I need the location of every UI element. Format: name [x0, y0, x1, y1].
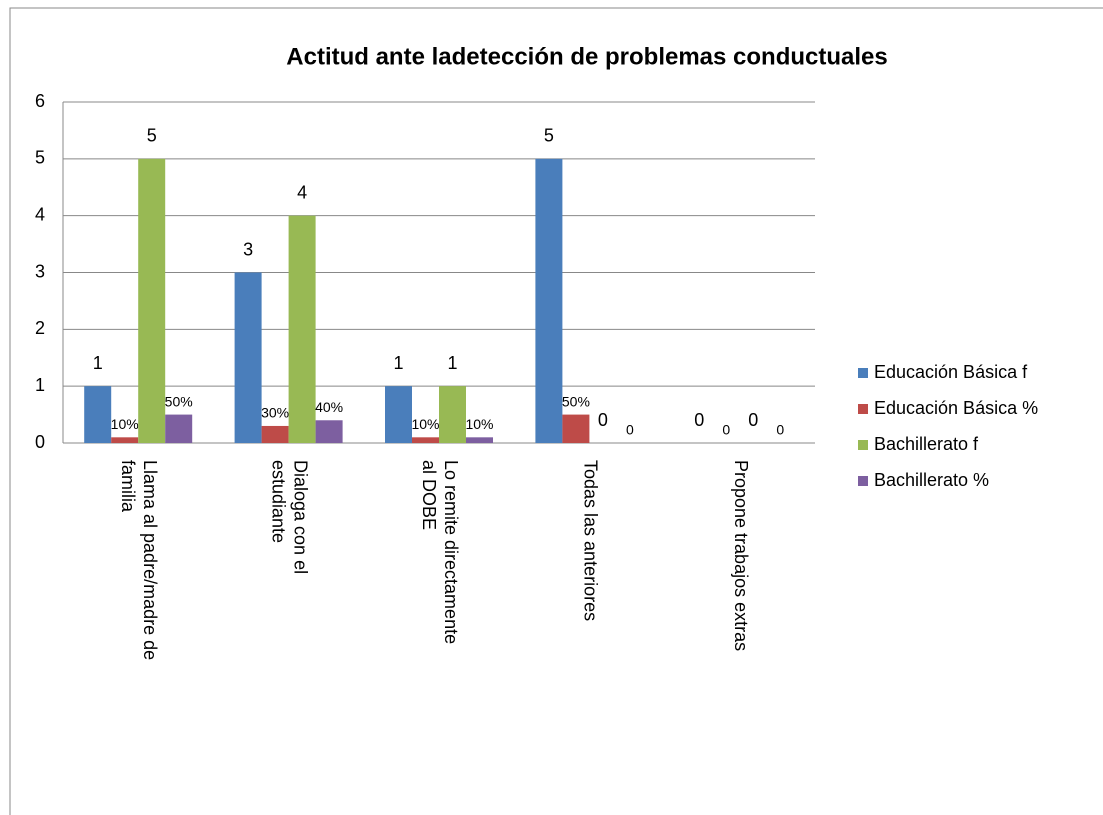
- data-label: 0: [694, 410, 704, 430]
- x-tick-label: Lo remite directamenteal DOBE: [419, 460, 461, 644]
- y-tick-label: 1: [35, 375, 45, 395]
- bar: [466, 437, 493, 443]
- bar: [412, 437, 439, 443]
- x-tick-label: Dialoga con elestudiante: [269, 460, 311, 574]
- bar: [315, 420, 343, 443]
- y-tick-label: 6: [35, 91, 45, 111]
- legend-label: Bachillerato %: [874, 470, 989, 490]
- bar: [261, 425, 289, 443]
- data-label: 5: [544, 126, 554, 146]
- y-tick-label: 2: [35, 318, 45, 338]
- bar: [562, 414, 590, 443]
- data-label: 0: [776, 422, 784, 438]
- y-tick-label: 0: [35, 432, 45, 452]
- legend-label: Educación Básica %: [874, 398, 1038, 418]
- legend-swatch: [858, 440, 868, 450]
- data-label: 1: [93, 353, 103, 373]
- data-label: 50%: [562, 393, 590, 409]
- legend-label: Bachillerato f: [874, 434, 979, 454]
- data-label: 0: [626, 422, 634, 438]
- bar: [288, 215, 316, 443]
- legend-label: Educación Básica f: [874, 362, 1028, 382]
- bar: [385, 386, 412, 443]
- data-label: 0: [598, 410, 608, 430]
- legend-swatch: [858, 476, 868, 486]
- bar: [234, 272, 262, 443]
- bar: [165, 414, 193, 443]
- data-label: 4: [297, 182, 307, 202]
- y-tick-label: 5: [35, 148, 45, 168]
- bar: [535, 158, 563, 444]
- data-label: 0: [748, 410, 758, 430]
- data-label: 40%: [315, 399, 343, 415]
- x-tick-label: Propone trabajos extras: [731, 460, 751, 651]
- data-label: 50%: [165, 393, 193, 409]
- chart-title: Actitud ante ladetección de problemas co…: [286, 43, 887, 70]
- data-label: 10%: [411, 416, 439, 432]
- data-label: 1: [447, 353, 457, 373]
- y-tick-label: 4: [35, 204, 45, 224]
- bar: [138, 158, 166, 444]
- data-label: 5: [147, 126, 157, 146]
- y-tick-label: 3: [35, 261, 45, 281]
- bar: [111, 437, 139, 443]
- data-label: 30%: [261, 405, 289, 421]
- legend-swatch: [858, 368, 868, 378]
- bar: [439, 386, 466, 443]
- x-tick-label: Llama al padre/madre defamilia: [118, 460, 160, 660]
- data-label: 10%: [465, 416, 493, 432]
- legend-swatch: [858, 404, 868, 414]
- data-label: 1: [393, 353, 403, 373]
- bar: [84, 386, 112, 443]
- data-label: 0: [722, 422, 730, 438]
- data-label: 10%: [111, 416, 139, 432]
- data-label: 3: [243, 239, 253, 259]
- x-tick-label: Todas las anteriores: [581, 460, 601, 621]
